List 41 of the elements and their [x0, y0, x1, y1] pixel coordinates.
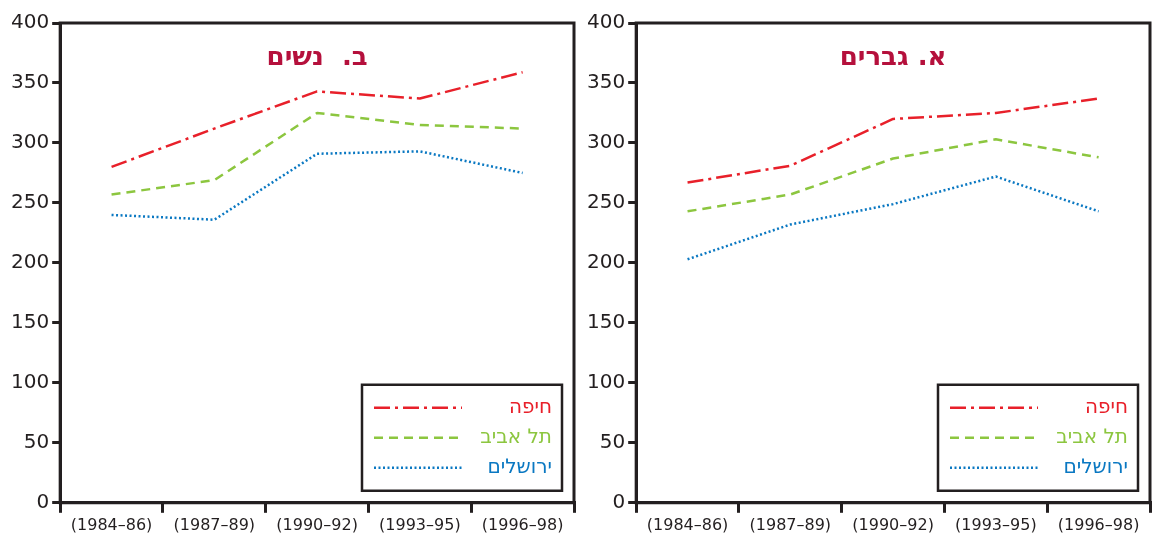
line-series: [686, 175, 1100, 261]
line-series: [686, 97, 1100, 184]
x-tick-label: (1996–98): [1057, 514, 1140, 534]
y-tick-label: 350: [586, 69, 626, 94]
y-tick-label: 100: [10, 369, 50, 394]
line-series: [110, 70, 524, 169]
legend-label: תל אביב: [1056, 424, 1128, 448]
legend-label: חיפה: [508, 394, 552, 418]
y-tick-label: 400: [10, 9, 50, 34]
y-tick-label: 250: [10, 189, 50, 214]
x-tick-label: (1987–89): [749, 514, 832, 534]
y-tick-label: 100: [586, 369, 626, 394]
y-tick-label: 50: [599, 429, 626, 454]
x-tick-label: (1993–95): [379, 514, 461, 534]
x-tick-label: (1990–92): [276, 514, 358, 534]
y-tick-label: 150: [586, 309, 626, 334]
text: א. גברים: [839, 40, 947, 71]
y-tick-label: 300: [10, 129, 50, 154]
y-tick-label: 350: [10, 69, 50, 94]
y-tick-label: 200: [586, 249, 626, 274]
x-tick-label: (1993–95): [955, 514, 1037, 534]
legend-label: חיפה: [1084, 394, 1128, 418]
legend-label: ירושלים: [1063, 454, 1128, 478]
y-tick-label: 0: [612, 489, 626, 513]
text: ב. נשים: [266, 40, 368, 71]
legend-label: ירושלים: [487, 454, 552, 478]
y-tick-label: 250: [586, 189, 626, 214]
x-tick-label: (1987–89): [173, 514, 256, 534]
x-tick-label: (1984–86): [646, 514, 729, 534]
line-series: [686, 138, 1100, 213]
x-tick-label: (1990–92): [852, 514, 934, 534]
x-tick-label: (1996–98): [481, 514, 564, 534]
y-tick-label: 300: [586, 129, 626, 154]
line-series: [110, 150, 524, 221]
legend-label: תל אביב: [480, 424, 552, 448]
y-tick-label: 200: [10, 249, 50, 274]
y-tick-label: 50: [23, 429, 50, 454]
y-tick-label: 150: [10, 309, 50, 334]
y-tick-label: 0: [36, 489, 50, 513]
y-tick-label: 400: [586, 9, 626, 34]
x-tick-label: (1984–86): [70, 514, 153, 534]
